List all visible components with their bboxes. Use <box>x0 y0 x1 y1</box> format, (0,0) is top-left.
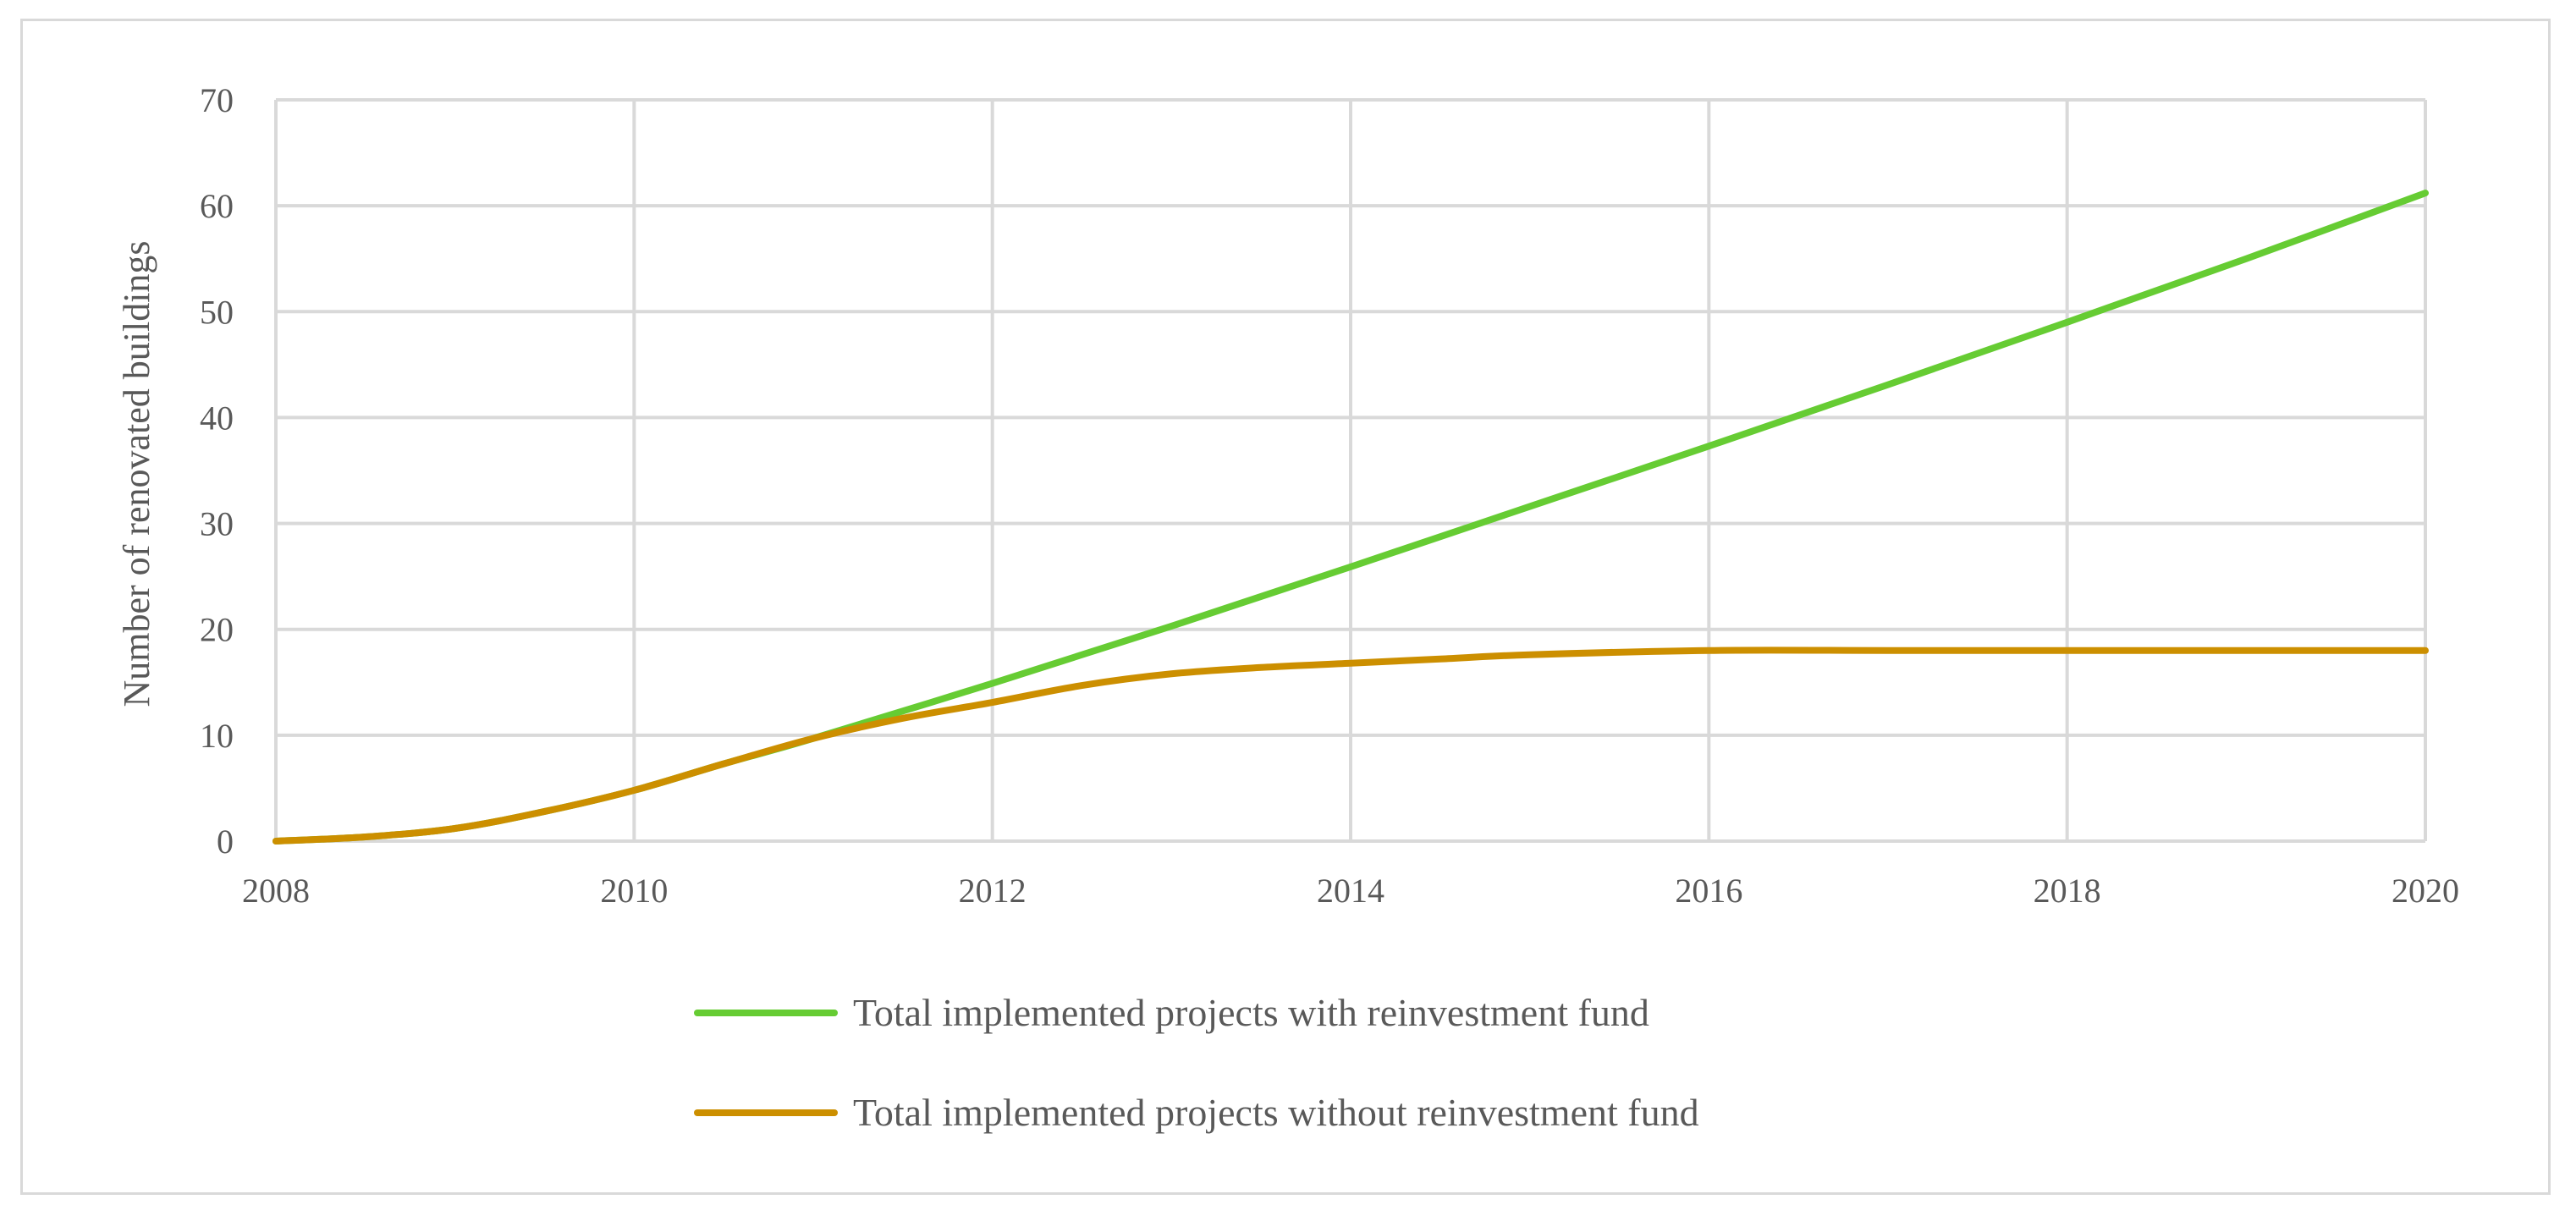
legend-label-without-fund: Total implemented projects without reinv… <box>853 1091 1699 1134</box>
x-tick-label: 2014 <box>1317 872 1384 910</box>
series-lines <box>272 190 2429 845</box>
x-axis-ticks: 2008 2010 2012 2014 2016 2018 2020 <box>242 872 2459 910</box>
legend-item-without-fund: Total implemented projects without reinv… <box>694 1090 1699 1135</box>
y-tick-label: 0 <box>217 823 234 861</box>
x-tick-label: 2018 <box>2034 872 2101 910</box>
y-tick-label: 20 <box>200 611 234 649</box>
grid <box>274 98 2427 843</box>
y-axis-ticks: 0 10 20 30 40 50 60 70 <box>200 81 234 861</box>
x-tick-label: 2016 <box>1675 872 1742 910</box>
y-tick-label: 50 <box>200 293 234 331</box>
chart-frame <box>20 19 2551 1195</box>
x-tick-label: 2012 <box>959 872 1027 910</box>
x-tick-label: 2020 <box>2392 872 2459 910</box>
y-tick-label: 60 <box>200 187 234 225</box>
y-axis-label: Number of renovated buildings <box>116 240 157 707</box>
x-tick-label: 2008 <box>242 872 310 910</box>
legend-label-with-fund: Total implemented projects with reinvest… <box>853 991 1649 1034</box>
x-tick-label: 2010 <box>600 872 668 910</box>
legend-swatch-with-fund <box>694 1009 838 1016</box>
legend-swatch-without-fund <box>694 1109 838 1116</box>
y-tick-label: 70 <box>200 81 234 119</box>
series-line-without-fund <box>272 647 2429 845</box>
legend-item-with-fund: Total implemented projects with reinvest… <box>694 990 1649 1035</box>
y-tick-label: 40 <box>200 399 234 437</box>
y-tick-label: 10 <box>200 717 234 755</box>
y-tick-label: 30 <box>200 505 234 543</box>
